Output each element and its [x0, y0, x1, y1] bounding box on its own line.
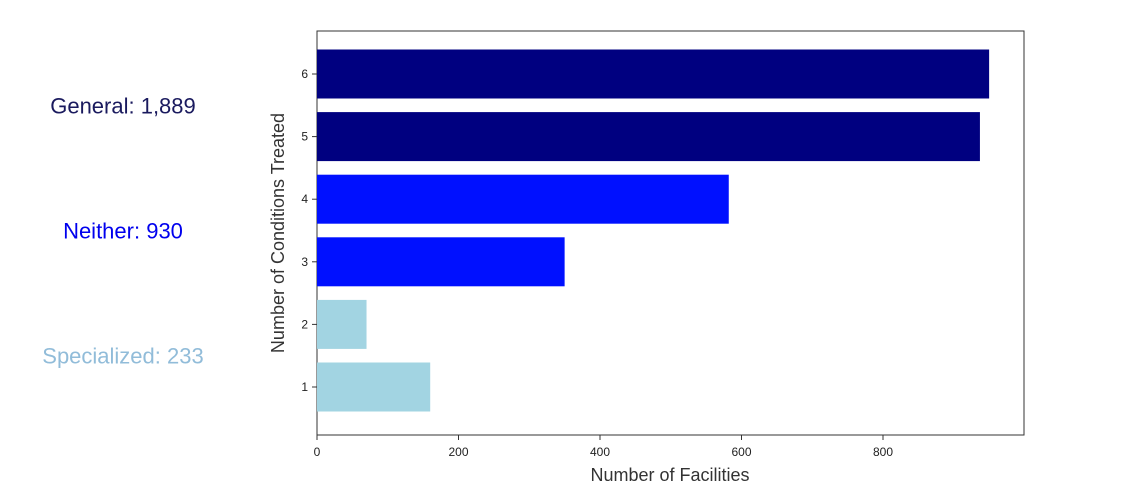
- bar-5: [317, 112, 980, 162]
- x-axis-title: Number of Facilities: [590, 465, 749, 485]
- bar-2: [317, 299, 367, 349]
- bar-1: [317, 362, 431, 412]
- x-tick-label-400: 400: [590, 445, 610, 459]
- x-tick-label-0: 0: [314, 445, 321, 459]
- group-label-specialized: Specialized: 233: [42, 344, 203, 369]
- bar-6: [317, 49, 990, 99]
- y-tick-label-5: 5: [301, 130, 308, 144]
- y-axis-ticks: 1 2 3 4 5 6: [301, 67, 317, 394]
- bars: [317, 49, 990, 412]
- y-tick-label-2: 2: [301, 317, 308, 331]
- x-tick-label-200: 200: [448, 445, 468, 459]
- group-labels: General: 1,889 Neither: 930 Specialized: 2…: [42, 93, 203, 368]
- y-axis-title: Number of Conditions Treated: [268, 113, 288, 353]
- group-label-general: General: 1,889: [50, 93, 196, 118]
- plot-frame: [316, 30, 1025, 436]
- bar-3: [317, 237, 565, 287]
- x-tick-label-600: 600: [731, 445, 751, 459]
- group-label-neither: Neither: 930: [63, 219, 183, 244]
- y-tick-label-1: 1: [301, 380, 308, 394]
- y-tick-label-3: 3: [301, 255, 308, 269]
- x-axis-ticks: 0 200 400 600 800: [314, 435, 893, 459]
- x-tick-label-800: 800: [873, 445, 893, 459]
- y-tick-label-4: 4: [301, 192, 308, 206]
- y-tick-label-6: 6: [301, 67, 308, 81]
- bar-4: [317, 174, 729, 224]
